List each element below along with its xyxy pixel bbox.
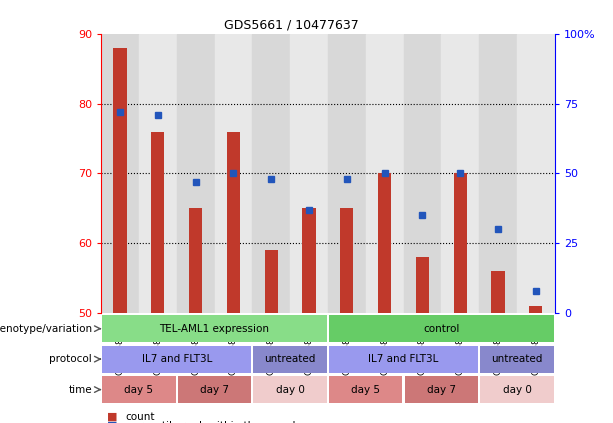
Bar (405, 376, 478, 403)
Text: percentile rank within the sample: percentile rank within the sample (126, 420, 302, 423)
Bar (329, 315, 554, 342)
Bar (254, 376, 327, 403)
Bar (151, 132, 164, 313)
Text: day 5: day 5 (351, 385, 380, 395)
Bar (290, 34, 328, 313)
Text: time: time (69, 385, 92, 395)
Text: IL7 and FLT3L: IL7 and FLT3L (142, 354, 212, 364)
Bar (454, 173, 467, 313)
Bar (215, 34, 253, 313)
Bar (189, 209, 202, 313)
Text: day 5: day 5 (124, 385, 153, 395)
Bar (492, 271, 504, 313)
Text: untreated: untreated (264, 354, 316, 364)
Bar (178, 376, 251, 403)
Bar (102, 346, 251, 373)
Bar (328, 34, 366, 313)
Bar (441, 34, 479, 313)
Bar (265, 250, 278, 313)
Text: count: count (126, 412, 155, 422)
Bar (366, 34, 403, 313)
Text: ■: ■ (107, 420, 118, 423)
Bar (529, 306, 543, 313)
Text: day 0: day 0 (503, 385, 531, 395)
Bar (113, 48, 127, 313)
Bar (403, 34, 441, 313)
Bar (378, 173, 391, 313)
Bar (481, 346, 554, 373)
Bar (481, 376, 554, 403)
Bar (254, 346, 327, 373)
Bar (479, 34, 517, 313)
Text: day 7: day 7 (200, 385, 229, 395)
Text: protocol: protocol (49, 354, 92, 364)
Bar (329, 346, 478, 373)
Text: untreated: untreated (491, 354, 543, 364)
Bar (517, 34, 555, 313)
Text: day 7: day 7 (427, 385, 456, 395)
Bar (139, 34, 177, 313)
Bar (227, 132, 240, 313)
Bar (101, 34, 139, 313)
Text: control: control (423, 324, 460, 334)
Bar (177, 34, 215, 313)
Text: genotype/variation: genotype/variation (0, 324, 92, 334)
Bar (416, 257, 429, 313)
Bar (253, 34, 290, 313)
Bar (329, 376, 402, 403)
Bar (102, 376, 175, 403)
Bar (302, 209, 316, 313)
Text: ■: ■ (107, 412, 118, 422)
Text: IL7 and FLT3L: IL7 and FLT3L (368, 354, 439, 364)
Text: TEL-AML1 expression: TEL-AML1 expression (159, 324, 270, 334)
Text: day 0: day 0 (276, 385, 305, 395)
Bar (340, 209, 354, 313)
Title: GDS5661 / 10477637: GDS5661 / 10477637 (224, 18, 359, 31)
Bar (102, 315, 327, 342)
